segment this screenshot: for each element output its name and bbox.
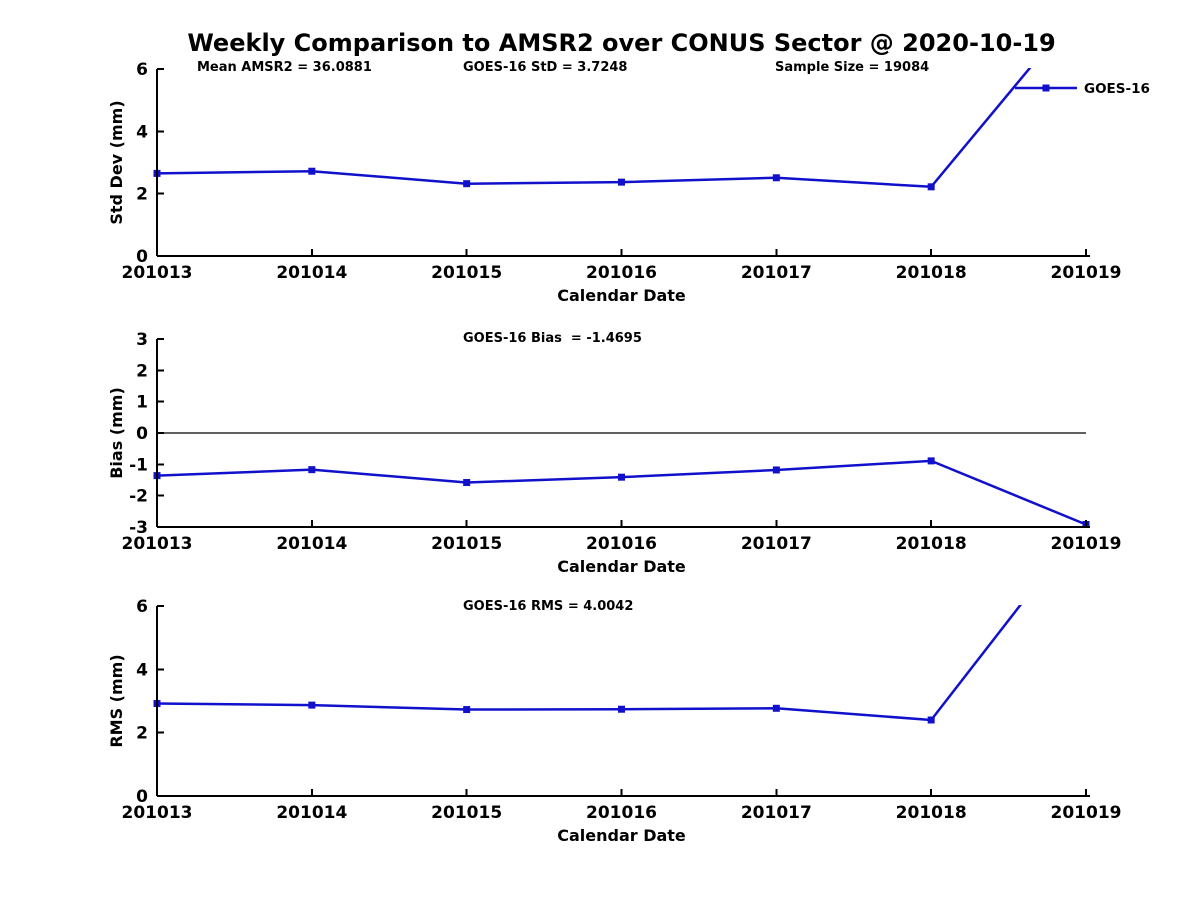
y-tick-label: 6 — [136, 597, 148, 617]
bias-series-line — [156, 459, 1087, 526]
rms-annotation: GOES-16 RMS = 4.0042 — [463, 599, 633, 614]
bias-chart: 201013 201014 201015 201016 201017 201018 2010… — [107, 330, 1121, 576]
x-tick-label: 201017 — [741, 803, 812, 823]
std-dev-annotation: GOES-16 StD = 3.7248 — [463, 60, 627, 75]
y-tick-label: 6 — [136, 60, 148, 80]
std-dev-data-marker — [772, 174, 780, 182]
rms-data-marker — [927, 716, 935, 724]
std-dev-data-marker — [308, 167, 316, 175]
x-tick-label: 201016 — [586, 263, 657, 283]
y-tick-label: 2 — [136, 361, 148, 381]
std-dev-series-line — [156, 68, 1032, 189]
page-title: Weekly Comparison to AMSR2 over CONUS Se… — [187, 29, 1056, 57]
rms-data-marker — [618, 705, 625, 713]
x-tick-label: 201018 — [896, 263, 967, 283]
y-tick-label: 0 — [136, 424, 148, 444]
bias-annotation: GOES-16 Bias = -1.4695 — [463, 331, 642, 346]
std-dev-data-marker — [1083, 0, 1090, 4]
rms-data-marker — [772, 704, 780, 712]
x-axis-label: Calendar Date — [557, 286, 686, 305]
x-tick-label: 201019 — [1051, 263, 1122, 283]
x-tick-label: 201017 — [741, 263, 812, 283]
y-tick-label: 0 — [136, 787, 148, 807]
std-dev-chart: 201013 201014 201015 201016 201017 201018 2010… — [107, 0, 1150, 305]
rms-data-marker — [463, 706, 471, 714]
y-tick-label: 0 — [136, 247, 148, 267]
x-tick-label: 201015 — [431, 534, 502, 554]
x-tick-label: 201014 — [276, 534, 347, 554]
x-tick-label: 201016 — [586, 534, 657, 554]
std-dev-data-marker — [927, 183, 935, 191]
y-tick-label: 4 — [136, 660, 148, 680]
std-dev-annotation: Mean AMSR2 = 36.0881 — [197, 60, 372, 75]
bias-data-marker — [463, 479, 471, 487]
x-tick-label: 201013 — [122, 263, 193, 283]
y-tick-label: 3 — [136, 330, 148, 350]
y-tick-label: 1 — [136, 393, 148, 413]
bias-data-marker — [772, 466, 780, 474]
x-tick-label: 201014 — [276, 803, 347, 823]
y-tick-label: -2 — [129, 487, 148, 507]
x-tick-label: 201018 — [896, 803, 967, 823]
x-tick-label: 201014 — [276, 263, 347, 283]
y-tick-label: -1 — [129, 455, 148, 475]
x-tick-label: 201015 — [431, 803, 502, 823]
legend: GOES-16 — [1015, 81, 1150, 97]
std-dev-data-marker — [618, 178, 625, 186]
x-tick-label: 201019 — [1051, 534, 1122, 554]
x-tick-label: 201013 — [122, 534, 193, 554]
y-tick-label: 4 — [136, 122, 148, 142]
rms-data-marker — [308, 701, 316, 709]
std-dev-data-marker — [463, 180, 471, 188]
bias-data-marker — [927, 457, 935, 465]
y-axis-label: Std Dev (mm) — [107, 100, 126, 224]
bias-data-marker — [308, 466, 316, 474]
legend-label: GOES-16 — [1084, 81, 1150, 97]
y-tick-label: -3 — [129, 518, 148, 538]
y-tick-label: 2 — [136, 724, 148, 744]
x-tick-label: 201013 — [122, 803, 193, 823]
x-tick-label: 201017 — [741, 534, 812, 554]
bias-data-marker — [618, 473, 625, 481]
x-tick-label: 201016 — [586, 803, 657, 823]
std-dev-annotation: Sample Size = 19084 — [775, 60, 929, 75]
x-tick-label: 201018 — [896, 534, 967, 554]
y-tick-label: 2 — [136, 185, 148, 205]
rms-chart: 201013 201014 201015 201016 201017 201018 2010… — [107, 597, 1122, 845]
x-tick-label: 201015 — [431, 263, 502, 283]
legend-marker — [1042, 84, 1050, 92]
y-axis-label: Bias (mm) — [107, 387, 126, 479]
y-axis-label: RMS (mm) — [107, 654, 126, 747]
x-axis-label: Calendar Date — [557, 557, 686, 576]
x-tick-label: 201019 — [1051, 803, 1122, 823]
x-axis-label: Calendar Date — [557, 826, 686, 845]
